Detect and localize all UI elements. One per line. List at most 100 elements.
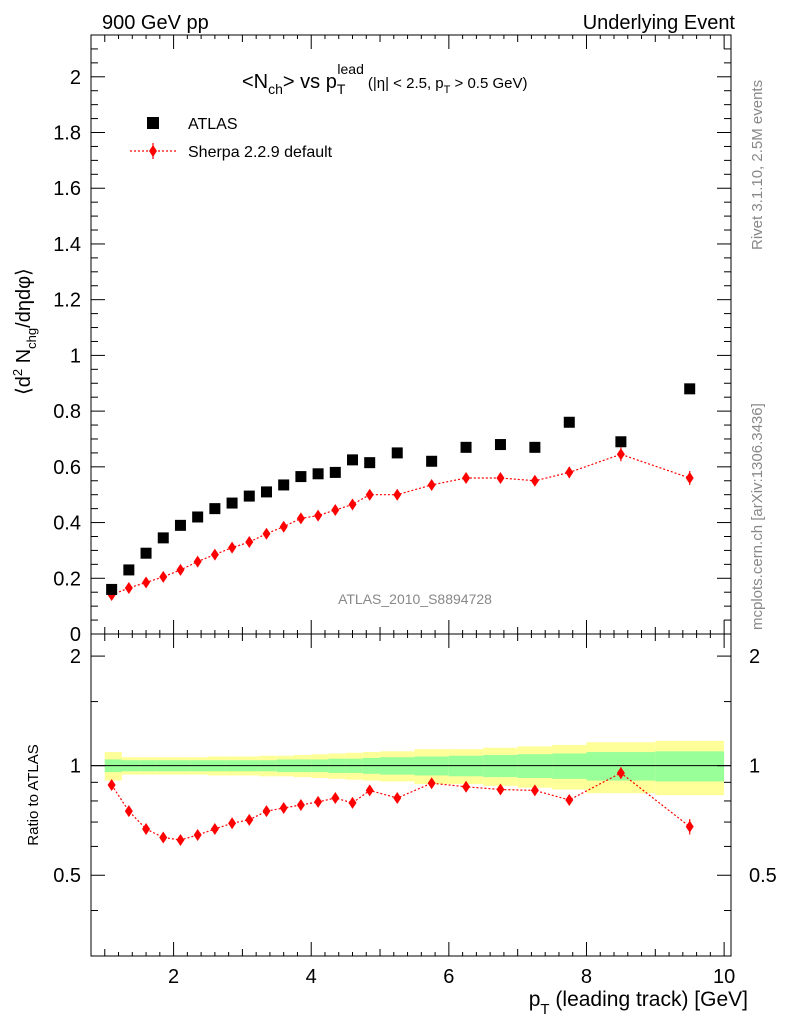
ratio-sherpa-point [296, 798, 305, 811]
atlas-point [615, 436, 627, 448]
ratio-sherpa-point [331, 792, 340, 805]
ratio-sherpa-point [565, 793, 574, 806]
atlas-point [364, 457, 376, 469]
ratio-sherpa-point [616, 766, 625, 779]
atlas-point [684, 383, 696, 395]
atlas-point [106, 583, 118, 595]
ratio-inner-band [655, 751, 725, 782]
sherpa-point [331, 504, 340, 517]
x-tick-label: 10 [713, 966, 735, 988]
ratio-y-tick-label: 1 [70, 756, 81, 778]
sherpa-point [124, 582, 133, 595]
atlas-point [391, 447, 403, 459]
sherpa-point [193, 555, 202, 568]
atlas-point [563, 416, 575, 428]
main-plot-ticks: 0 0.2 0.4 0.6 0.8 1 1.2 1.4 1.6 1.8 2 [53, 35, 731, 646]
ratio-sherpa-point [365, 784, 374, 797]
sherpa-point [565, 466, 574, 479]
legend-sherpa-marker [149, 145, 157, 157]
main-plot-frame [90, 34, 732, 635]
ratio-sherpa-point [530, 784, 539, 797]
y-tick-label: 0.4 [53, 513, 81, 535]
y-tick-label: 0.2 [53, 568, 81, 590]
mcplots-credit-label: mcplots.cern.ch [arXiv:1306.3436] [749, 403, 766, 630]
header-left: 900 GeV pp [102, 12, 209, 34]
sherpa-point [279, 520, 288, 533]
atlas-point [494, 439, 506, 451]
ratio-sherpa-point [279, 802, 288, 815]
sherpa-point [530, 474, 539, 487]
ratio-sherpa-point [210, 822, 219, 835]
sherpa-point [142, 576, 151, 589]
sherpa-point [348, 498, 357, 511]
ratio-sherpa-point [393, 792, 402, 805]
ratio-sherpa-point [427, 777, 436, 790]
sherpa-point [685, 471, 694, 484]
sherpa-point [616, 448, 625, 461]
sherpa-point [176, 563, 185, 576]
x-tick-label: 4 [306, 966, 317, 988]
sherpa-point [159, 570, 168, 583]
x-tick-label: 2 [168, 966, 179, 988]
atlas-point [192, 511, 204, 523]
y-tick-label: 1 [70, 345, 81, 367]
ratio-sherpa-point [462, 780, 471, 793]
ratio-y-tick-label: 2 [70, 646, 81, 668]
x-tick-label: 6 [443, 966, 454, 988]
legend-sherpa-label: Sherpa 2.2.9 default [188, 144, 333, 161]
ratio-uncertainty-bands [91, 740, 731, 796]
y-tick-label: 0 [70, 624, 81, 646]
analysis-watermark: ATLAS_2010_S8894728 [338, 591, 492, 607]
header-right: Underlying Event [583, 12, 736, 34]
ratio-plot-panel: 2 4 6 8 10 0.5 0.5 1 1 2 2 Ratio to ATLAS [25, 633, 777, 988]
ratio-y-tick-label-right: 2 [749, 646, 760, 668]
sherpa-point [365, 488, 374, 501]
sherpa-point [314, 509, 323, 522]
atlas-point [295, 471, 307, 483]
sherpa-point [496, 471, 505, 484]
atlas-point [312, 468, 324, 480]
sherpa-point [210, 548, 219, 561]
y-tick-label: 0.8 [53, 401, 81, 423]
atlas-point [329, 466, 341, 478]
atlas-point [243, 490, 255, 502]
ratio-plot-frame [90, 633, 732, 957]
sherpa-point [462, 471, 471, 484]
ratio-sherpa-point [228, 817, 237, 830]
y-tick-label: 2 [70, 67, 81, 89]
ratio-y-tick-label-right: 0.5 [749, 865, 777, 887]
ratio-sherpa-point [193, 828, 202, 841]
atlas-point [260, 486, 272, 498]
atlas-point [529, 441, 541, 453]
atlas-point [123, 564, 135, 576]
y-tick-label: 0.6 [53, 457, 81, 479]
ratio-sherpa-point [176, 833, 185, 846]
atlas-point [174, 519, 186, 531]
ratio-sherpa-point [142, 822, 151, 835]
atlas-point [347, 454, 359, 466]
y-tick-label: 1.4 [53, 234, 81, 256]
legend-atlas-marker [147, 117, 159, 129]
rivet-version-label: Rivet 3.1.10, 2.5M events [749, 80, 766, 250]
main-plot-title: <Nch> vs pTlead(|η| < 2.5, pT > 0.5 GeV) [242, 61, 528, 97]
sherpa-line [111, 453, 690, 596]
ratio-sherpa-point [107, 778, 116, 791]
sherpa-point [228, 541, 237, 554]
main-plot-ylabel: ⟨d2 Nchg/dηdφ⟩ [10, 268, 39, 395]
atlas-point [426, 455, 438, 467]
ratio-plot-series [107, 766, 694, 846]
ratio-sherpa-point [245, 813, 254, 826]
y-tick-label: 1.6 [53, 178, 81, 200]
sherpa-point [427, 478, 436, 491]
y-tick-label: 1.2 [53, 290, 81, 312]
ratio-sherpa-point [348, 796, 357, 809]
atlas-point [157, 532, 169, 544]
atlas-point [209, 503, 221, 515]
legend-atlas-label: ATLAS [188, 116, 238, 133]
atlas-point [226, 497, 238, 509]
ratio-sherpa-point [314, 795, 323, 808]
ratio-plot-ticks: 2 4 6 8 10 0.5 0.5 1 1 2 2 [53, 634, 777, 988]
sherpa-point [245, 536, 254, 549]
atlas-point [278, 479, 290, 491]
